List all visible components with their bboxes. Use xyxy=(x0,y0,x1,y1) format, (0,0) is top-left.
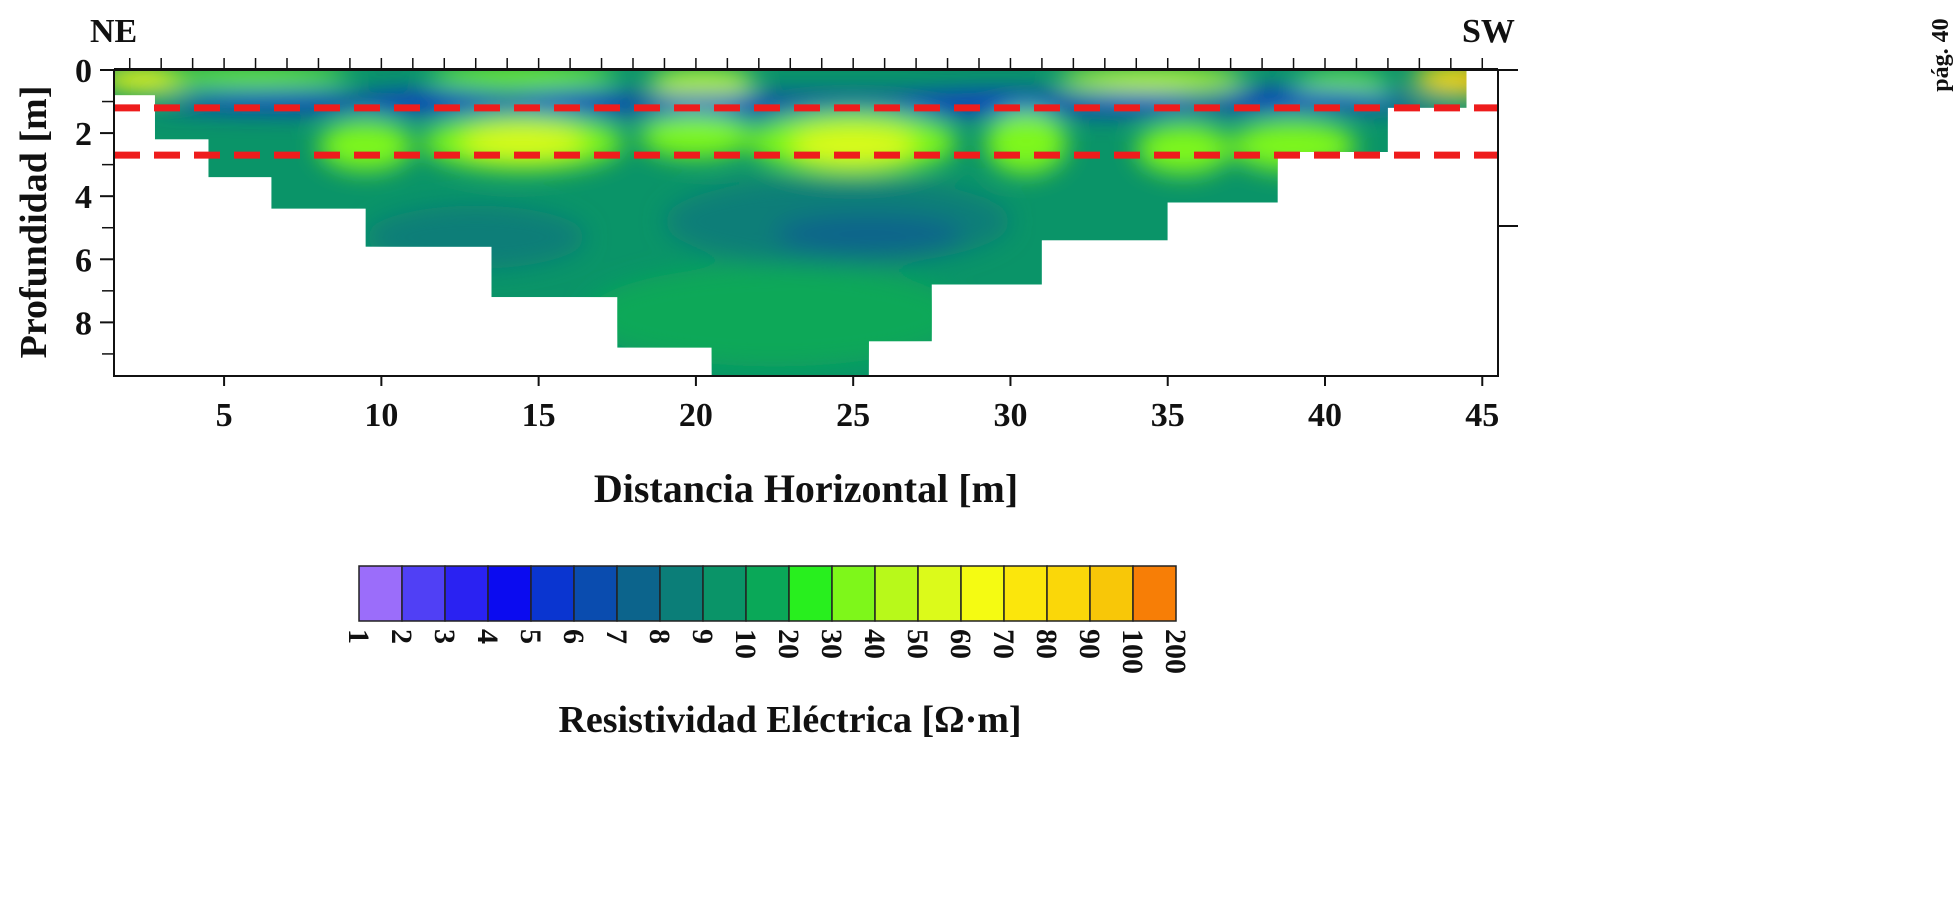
resistivity-anomaly xyxy=(365,205,586,269)
colorbar-label: Resistividad Eléctrica [Ω·m] xyxy=(558,699,1021,741)
x-tick-label: 35 xyxy=(1151,397,1185,434)
colorbar-tick-label: 9 xyxy=(686,629,719,644)
x-axis: 5 10 15 20 25 30 35 40 45 xyxy=(216,376,1499,434)
x-tick-label: 20 xyxy=(679,397,713,434)
y-axis: 0 2 4 6 8 xyxy=(75,53,114,355)
resistivity-anomaly xyxy=(1214,88,1404,108)
colorbar-swatch xyxy=(530,565,575,622)
y-tick-label: 6 xyxy=(75,242,92,279)
colorbar-swatch xyxy=(659,565,704,622)
resistivity-anomaly xyxy=(349,92,508,112)
colorbar-swatch xyxy=(358,565,403,622)
resistivity-anomaly xyxy=(161,70,350,86)
colorbar-tick-label: 10 xyxy=(729,629,762,659)
colorbar-tick-label: 7 xyxy=(600,629,633,644)
colorbar-tick-label: 70 xyxy=(987,629,1020,659)
colorbar-swatch xyxy=(1132,565,1177,622)
y-axis-label: Profundidad [m] xyxy=(13,86,55,359)
colorbar-tick-label: 1 xyxy=(342,629,375,644)
colorbar-swatch xyxy=(745,565,790,622)
x-tick-label: 10 xyxy=(364,397,398,434)
resistivity-anomaly xyxy=(585,265,964,367)
resistivity-anomaly xyxy=(1057,70,1247,93)
colorbar-swatch xyxy=(1046,565,1091,622)
y-tick-label: 8 xyxy=(75,305,92,342)
colorbar-tick-label: 60 xyxy=(944,629,977,659)
x-tick-label: 5 xyxy=(216,397,233,434)
colorbar-tick-label: 8 xyxy=(643,629,676,644)
colorbar-swatch xyxy=(831,565,876,622)
colorbar-tick-label: 20 xyxy=(772,629,805,659)
colorbar-swatch xyxy=(788,565,833,622)
colorbar-swatch xyxy=(960,565,1005,622)
top-electrode-ticks xyxy=(114,58,1498,70)
colorbar-tick-label: 5 xyxy=(514,629,547,644)
x-tick-label: 15 xyxy=(522,397,556,434)
colorbar-tick-label: 40 xyxy=(858,629,891,659)
resistivity-anomaly xyxy=(774,215,964,253)
y-tick-label: 4 xyxy=(75,179,92,216)
colorbar-tick-label: 3 xyxy=(428,629,461,644)
colorbar-tick-label: 200 xyxy=(1159,629,1192,674)
resistivity-anomaly xyxy=(790,126,917,165)
corner-label-sw: SW xyxy=(1462,13,1515,50)
page-note: pág. 40 xyxy=(1928,18,1954,91)
resistivity-anomaly xyxy=(1230,120,1357,171)
colorbar-tick-label: 80 xyxy=(1030,629,1063,659)
resistivity-anomaly xyxy=(648,70,756,97)
colorbar-swatch xyxy=(702,565,747,622)
interface-lines xyxy=(114,104,1498,159)
colorbar-swatch xyxy=(487,565,532,622)
resistivity-anomaly xyxy=(985,111,1068,175)
x-tick-label: 30 xyxy=(993,397,1027,434)
colorbar-tick-label: 50 xyxy=(901,629,934,659)
resistivity-anomaly xyxy=(460,126,586,159)
colorbar-swatch xyxy=(444,565,489,622)
resistivity-anomaly xyxy=(1136,123,1231,175)
colorbar-tick-label: 90 xyxy=(1073,629,1106,659)
y-tick-label: 0 xyxy=(75,53,92,90)
colorbar-tick-label: 30 xyxy=(815,629,848,659)
x-tick-label: 45 xyxy=(1465,397,1499,434)
colorbar-swatch xyxy=(401,565,446,622)
colorbar-tick-label: 6 xyxy=(557,629,590,644)
resistivity-anomaly xyxy=(318,120,413,171)
colorbar-swatch xyxy=(1003,565,1048,622)
x-tick-label: 25 xyxy=(836,397,870,434)
x-axis-label: Distancia Horizontal [m] xyxy=(594,466,1018,511)
colorbar-swatch xyxy=(573,565,618,622)
colorbar-tick-label: 100 xyxy=(1116,629,1149,674)
colorbar-swatch xyxy=(1089,565,1134,622)
colorbar-swatch xyxy=(917,565,962,622)
colorbar-tick-label: 4 xyxy=(471,629,504,644)
colorbar-swatch xyxy=(616,565,661,622)
resistivity-anomaly xyxy=(639,114,753,159)
colorbar-swatch xyxy=(874,565,919,622)
x-tick-label: 40 xyxy=(1308,397,1342,434)
colorbar: 1 2 3 4 5 6 7 8 9 10 20 30 40 50 60 70 80 90 100 200 xyxy=(342,565,1192,674)
corner-label-ne: NE xyxy=(90,13,137,50)
colorbar-tick-label: 2 xyxy=(385,629,418,644)
y-tick-label: 2 xyxy=(75,116,92,153)
